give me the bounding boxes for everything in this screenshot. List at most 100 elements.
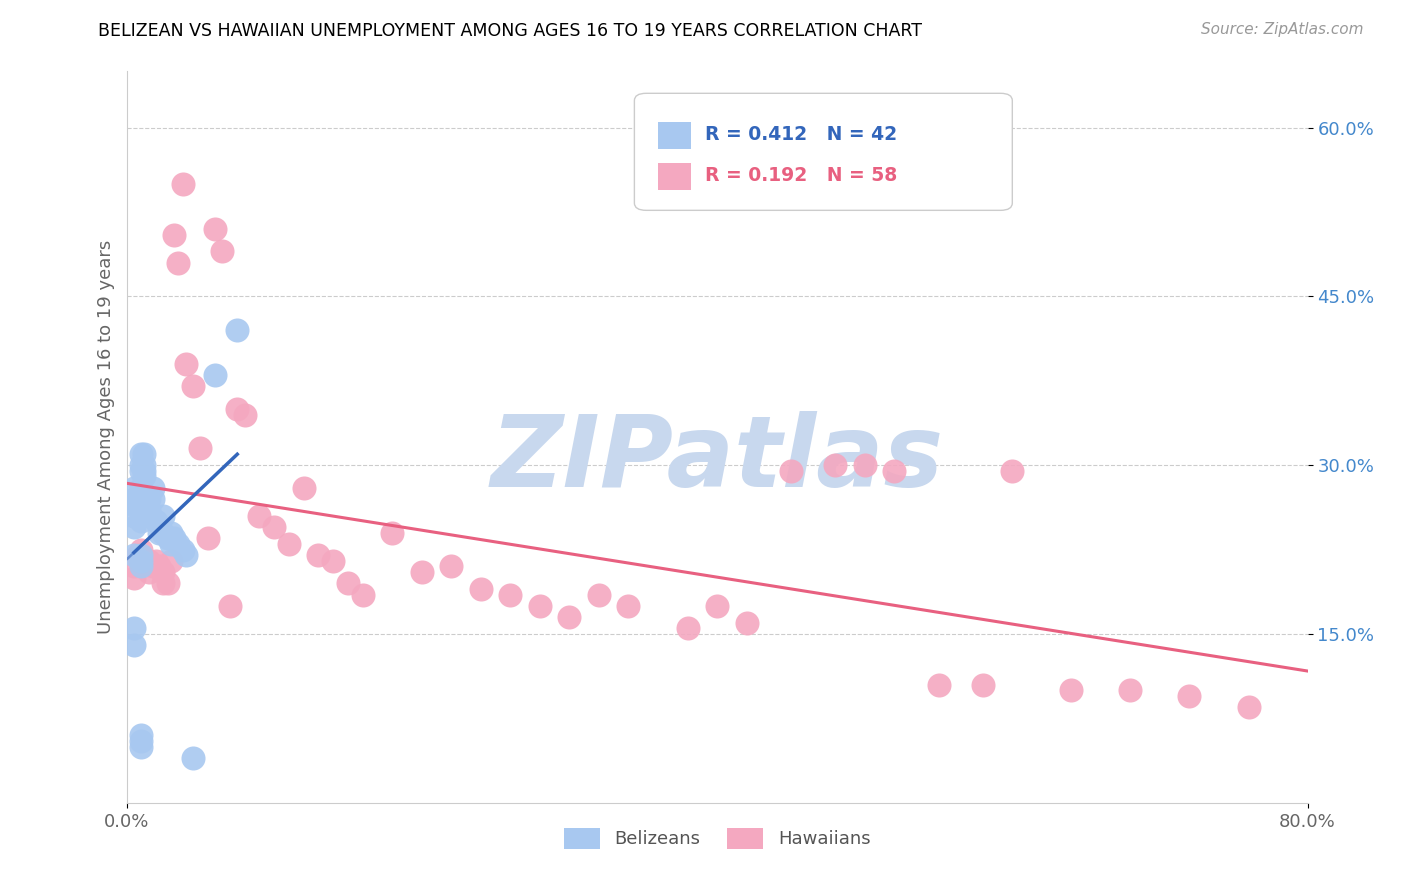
Point	[197, 532, 219, 546]
Point	[780, 464, 803, 478]
Point	[129, 739, 153, 754]
Point	[853, 458, 876, 473]
Point	[381, 525, 404, 540]
Point	[129, 447, 153, 461]
Point	[160, 537, 183, 551]
Point	[122, 498, 145, 512]
Point	[127, 548, 149, 562]
Point	[138, 565, 160, 579]
Legend: Belizeans, Hawaiians: Belizeans, Hawaiians	[557, 821, 877, 856]
Text: R = 0.412   N = 42: R = 0.412 N = 42	[706, 125, 897, 144]
Point	[322, 554, 344, 568]
Point	[122, 571, 145, 585]
Point	[1119, 683, 1142, 698]
Point	[129, 503, 153, 517]
Point	[152, 565, 174, 579]
Point	[226, 401, 249, 416]
Point	[160, 554, 183, 568]
Point	[122, 520, 145, 534]
Point	[233, 408, 256, 422]
Point	[352, 588, 374, 602]
Point	[156, 576, 179, 591]
Point	[529, 599, 551, 613]
Point	[152, 508, 174, 523]
Point	[129, 734, 153, 748]
Point	[1001, 464, 1024, 478]
Point	[211, 244, 233, 259]
Point	[1060, 683, 1083, 698]
Point	[167, 537, 190, 551]
Point	[174, 357, 197, 371]
Point	[148, 525, 170, 540]
Point	[129, 458, 153, 473]
Point	[156, 532, 179, 546]
Point	[588, 588, 610, 602]
Point	[204, 222, 226, 236]
Point	[440, 559, 463, 574]
Point	[226, 323, 249, 337]
Point	[142, 491, 165, 506]
Point	[129, 515, 153, 529]
Point	[499, 588, 522, 602]
Point	[204, 368, 226, 383]
Point	[558, 610, 581, 624]
Point	[134, 464, 156, 478]
Point	[122, 559, 145, 574]
Point	[470, 582, 492, 596]
Point	[129, 548, 153, 562]
Point	[129, 542, 153, 557]
Text: R = 0.192   N = 58: R = 0.192 N = 58	[706, 166, 897, 185]
Point	[129, 554, 153, 568]
Point	[188, 442, 212, 456]
Point	[278, 537, 301, 551]
Point	[167, 255, 190, 269]
Point	[617, 599, 640, 613]
Point	[928, 678, 950, 692]
Point	[972, 678, 994, 692]
Text: Source: ZipAtlas.com: Source: ZipAtlas.com	[1201, 22, 1364, 37]
Point	[883, 464, 905, 478]
Point	[142, 559, 165, 574]
Point	[129, 559, 153, 574]
Point	[138, 503, 160, 517]
Point	[163, 227, 186, 242]
Point	[1237, 700, 1260, 714]
Bar	[658, 163, 692, 190]
Point	[337, 576, 360, 591]
Point	[263, 520, 285, 534]
Point	[134, 458, 156, 473]
Point	[1178, 689, 1201, 703]
Point	[122, 621, 145, 635]
Point	[249, 508, 271, 523]
Point	[122, 481, 145, 495]
Text: ZIPatlas: ZIPatlas	[491, 410, 943, 508]
Point	[152, 576, 174, 591]
Point	[160, 525, 183, 540]
Bar	[658, 122, 692, 149]
Point	[172, 177, 194, 191]
Point	[174, 548, 197, 562]
Point	[163, 532, 186, 546]
Point	[129, 728, 153, 742]
Point	[145, 515, 167, 529]
Text: BELIZEAN VS HAWAIIAN UNEMPLOYMENT AMONG AGES 16 TO 19 YEARS CORRELATION CHART: BELIZEAN VS HAWAIIAN UNEMPLOYMENT AMONG …	[98, 22, 922, 40]
Point	[181, 379, 204, 393]
Point	[129, 481, 153, 495]
Point	[308, 548, 330, 562]
Point	[138, 554, 160, 568]
Point	[145, 554, 167, 568]
Point	[138, 491, 160, 506]
Point	[134, 447, 156, 461]
Point	[411, 565, 433, 579]
Point	[676, 621, 699, 635]
Point	[122, 508, 145, 523]
Point	[134, 554, 156, 568]
Point	[706, 599, 728, 613]
Point	[129, 554, 153, 568]
Point	[219, 599, 242, 613]
Point	[292, 481, 315, 495]
Point	[735, 615, 758, 630]
Point	[172, 542, 194, 557]
Y-axis label: Unemployment Among Ages 16 to 19 years: Unemployment Among Ages 16 to 19 years	[97, 240, 115, 634]
Point	[148, 559, 170, 574]
